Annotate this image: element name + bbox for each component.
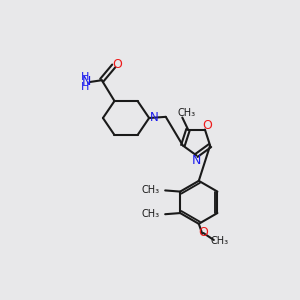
Text: H: H bbox=[81, 72, 89, 82]
Text: O: O bbox=[202, 119, 212, 132]
Text: O: O bbox=[199, 226, 208, 238]
Text: CH₃: CH₃ bbox=[141, 185, 159, 195]
Text: CH₃: CH₃ bbox=[210, 236, 228, 246]
Text: N: N bbox=[191, 154, 201, 166]
Text: H: H bbox=[81, 82, 89, 92]
Text: N: N bbox=[150, 111, 159, 124]
Text: CH₃: CH₃ bbox=[177, 108, 196, 118]
Text: N: N bbox=[82, 75, 91, 88]
Text: O: O bbox=[112, 58, 122, 70]
Text: CH₃: CH₃ bbox=[141, 209, 159, 219]
